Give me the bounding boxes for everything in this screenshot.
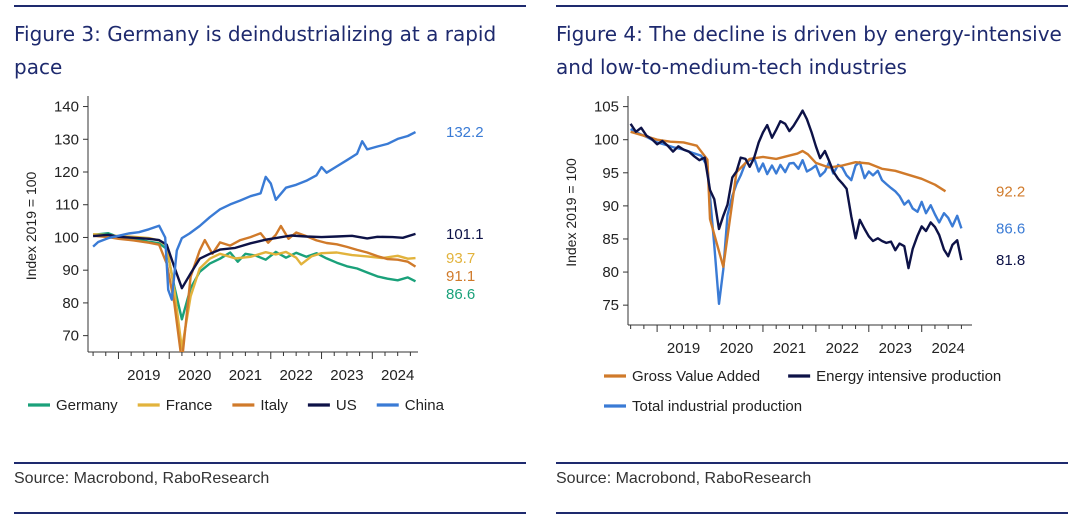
divider-rule bbox=[556, 462, 1068, 464]
x-tick-label: 2021 bbox=[773, 340, 806, 357]
end-value-label: 81.8 bbox=[996, 252, 1025, 269]
figure-3-title: Figure 3: Germany is deindustrializing a… bbox=[14, 22, 497, 79]
x-tick-label: 2024 bbox=[931, 340, 964, 357]
x-tick-label: 2020 bbox=[720, 340, 753, 357]
series-line-us bbox=[92, 232, 416, 290]
y-tick-label: 80 bbox=[62, 295, 79, 312]
figure-4-panel: Figure 4: The decline is driven by energ… bbox=[556, 0, 1068, 523]
end-value-label: 91.1 bbox=[446, 268, 475, 285]
legend-item-italy: Italy bbox=[232, 397, 288, 414]
series-group bbox=[629, 109, 963, 305]
series-line-gross-value-added bbox=[630, 130, 947, 268]
x-tick-label: 2023 bbox=[879, 340, 912, 357]
end-value-label: 86.6 bbox=[446, 286, 475, 303]
legend-label: Total industrial production bbox=[632, 398, 802, 415]
series-line-italy bbox=[92, 224, 417, 352]
y-tick-label: 85 bbox=[602, 231, 619, 248]
figure-4-source: Source: Macrobond, RaboResearch bbox=[556, 470, 812, 487]
legend-label: Germany bbox=[56, 397, 118, 414]
divider-rule bbox=[14, 462, 526, 464]
legend-label: Italy bbox=[260, 397, 288, 414]
y-tick-label: 90 bbox=[62, 262, 79, 279]
legend-item-germany: Germany bbox=[28, 397, 118, 414]
y-tick-label: 100 bbox=[594, 132, 619, 149]
bottom-rule bbox=[556, 512, 1068, 514]
y-tick-label: 120 bbox=[54, 164, 79, 181]
y-axis-label: Index 2019 = 100 bbox=[563, 158, 579, 267]
end-value-label: 86.6 bbox=[996, 220, 1025, 237]
series-line-total-industrial-production bbox=[630, 128, 963, 305]
end-value-label: 132.2 bbox=[446, 124, 484, 141]
figure-4-title: Figure 4: The decline is driven by energ… bbox=[556, 22, 1062, 79]
x-tick-label: 2022 bbox=[279, 367, 312, 384]
figure-4-chart: 75 80 85 90 95 100 105 2019 2020 2021 2022 2023 2024… bbox=[563, 96, 1025, 415]
y-tick-label: 140 bbox=[54, 99, 79, 116]
legend-label: Gross Value Added bbox=[632, 368, 760, 385]
bottom-rule bbox=[14, 512, 526, 514]
x-tick-label: 2020 bbox=[178, 367, 211, 384]
y-tick-label: 75 bbox=[602, 297, 619, 314]
end-value-label: 92.2 bbox=[996, 183, 1025, 200]
legend-item-total-industrial-production: Total industrial production bbox=[604, 398, 802, 415]
end-value-label: 101.1 bbox=[446, 226, 484, 243]
legend-label: Energy intensive production bbox=[816, 368, 1001, 385]
y-tick-label: 130 bbox=[54, 131, 79, 148]
legend-label: US bbox=[336, 397, 357, 414]
series-line-china bbox=[92, 131, 417, 301]
x-tick-label: 2022 bbox=[826, 340, 859, 357]
figure-3-source: Source: Macrobond, RaboResearch bbox=[14, 470, 270, 487]
y-tick-label: 105 bbox=[594, 99, 619, 116]
y-tick-label: 95 bbox=[602, 165, 619, 182]
x-tick-label: 2024 bbox=[381, 367, 414, 384]
y-tick-label: 80 bbox=[602, 264, 619, 281]
legend-item-china: China bbox=[376, 397, 445, 414]
y-tick-label: 70 bbox=[62, 328, 79, 345]
x-tick-label: 2023 bbox=[330, 367, 363, 384]
end-value-label: 93.7 bbox=[446, 250, 475, 267]
legend-label: France bbox=[166, 397, 213, 414]
legend-item-gross-value-added: Gross Value Added bbox=[604, 368, 760, 385]
figure-3-chart: 70 80 90 100 110 120 130 140 2019 2020 2021 2022 202… bbox=[23, 96, 484, 414]
legend-item-us: US bbox=[307, 397, 357, 414]
x-tick-label: 2019 bbox=[127, 367, 160, 384]
x-tick-label: 2021 bbox=[229, 367, 262, 384]
y-tick-label: 100 bbox=[54, 229, 79, 246]
y-tick-label: 90 bbox=[602, 198, 619, 215]
series-line-energy-intensive-production bbox=[629, 109, 963, 270]
legend-label: China bbox=[405, 397, 445, 414]
x-tick-label: 2019 bbox=[667, 340, 700, 357]
figure-3-panel: Figure 3: Germany is deindustrializing a… bbox=[14, 0, 526, 523]
top-rule bbox=[14, 5, 526, 7]
legend-item-france: France bbox=[137, 397, 213, 414]
series-group bbox=[92, 131, 417, 352]
series-line-germany bbox=[92, 232, 417, 321]
y-tick-label: 110 bbox=[55, 197, 79, 214]
y-axis-label: Index 2019 = 100 bbox=[23, 171, 39, 280]
top-rule bbox=[556, 5, 1068, 7]
legend-item-energy-intensive-production: Energy intensive production bbox=[788, 368, 1001, 385]
